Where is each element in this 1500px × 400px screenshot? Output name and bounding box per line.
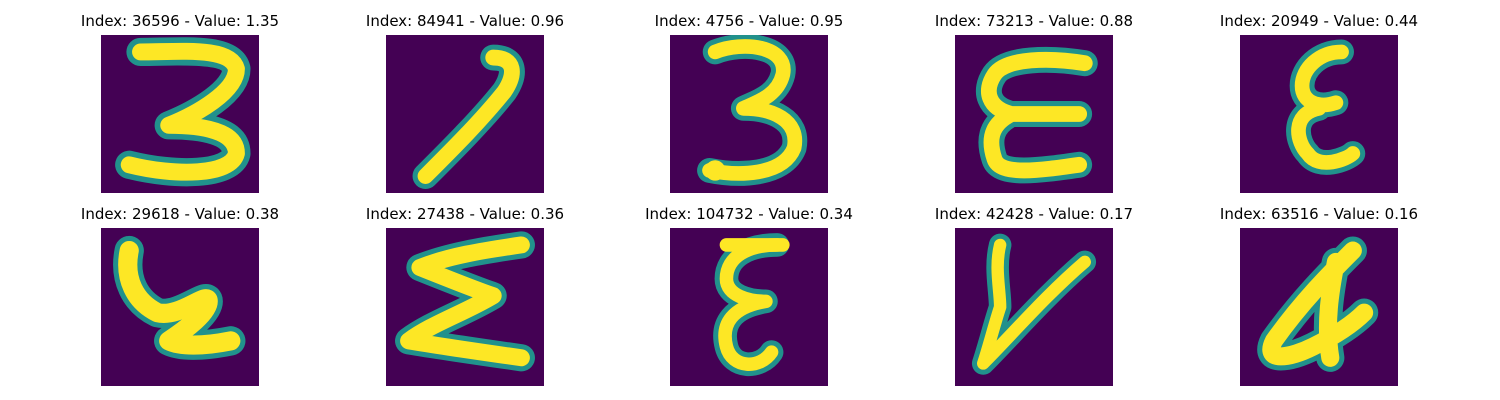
panel-title: Index: 36596 - Value: 1.35 xyxy=(80,12,280,30)
glyph-stroke xyxy=(718,238,784,371)
digit-image xyxy=(386,35,544,193)
digit-image xyxy=(670,35,828,193)
glyph-stroke xyxy=(981,51,1093,179)
glyph-stroke xyxy=(118,240,241,355)
digit-image xyxy=(670,228,828,386)
panel-title: Index: 20949 - Value: 0.44 xyxy=(1219,12,1419,30)
digit-image xyxy=(955,35,1113,193)
glyph-stroke xyxy=(400,236,530,367)
digit-image xyxy=(101,35,259,193)
glyph-stroke xyxy=(1291,44,1361,170)
panel-title: Index: 84941 - Value: 0.96 xyxy=(365,12,565,30)
panel-title: Index: 27438 - Value: 0.36 xyxy=(365,205,565,223)
panel-title: Index: 29618 - Value: 0.38 xyxy=(80,205,280,223)
panel-title: Index: 42428 - Value: 0.17 xyxy=(934,205,1134,223)
glyph-stroke xyxy=(977,238,1091,370)
panel-title: Index: 4756 - Value: 0.95 xyxy=(654,12,844,30)
digit-image xyxy=(1240,35,1398,193)
digit-image xyxy=(955,228,1113,386)
panel-title: Index: 104732 - Value: 0.34 xyxy=(645,205,853,223)
digit-image xyxy=(101,228,259,386)
glyph-stroke xyxy=(1262,241,1374,367)
glyph-stroke xyxy=(702,39,803,181)
digit-image xyxy=(386,228,544,386)
panel-title: Index: 73213 - Value: 0.88 xyxy=(934,12,1134,30)
glyph-blob xyxy=(704,160,726,181)
glyph-stroke xyxy=(417,49,520,184)
glyph-stroke xyxy=(120,42,245,181)
panel-title: Index: 63516 - Value: 0.16 xyxy=(1219,205,1419,223)
digit-image xyxy=(1240,228,1398,386)
